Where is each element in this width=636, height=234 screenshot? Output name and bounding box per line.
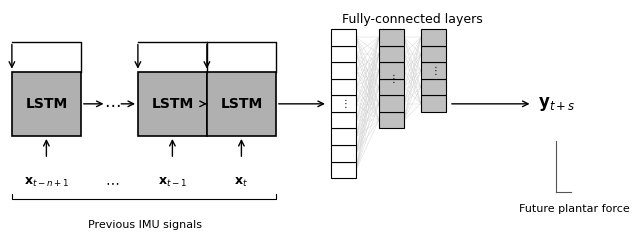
Bar <box>421 62 446 79</box>
Bar <box>379 79 404 95</box>
Bar <box>331 79 356 95</box>
Bar <box>421 95 446 112</box>
Bar <box>379 62 404 79</box>
Bar <box>379 95 404 112</box>
Text: $\vdots$: $\vdots$ <box>430 64 437 77</box>
Bar <box>331 128 356 145</box>
Text: $\vdots$: $\vdots$ <box>340 97 347 110</box>
Text: Fully-connected layers: Fully-connected layers <box>342 13 483 26</box>
Bar <box>331 95 356 112</box>
Text: $\mathbf{x}_{t-n+1}$: $\mathbf{x}_{t-n+1}$ <box>24 176 69 189</box>
Text: Previous IMU signals: Previous IMU signals <box>88 220 202 230</box>
Bar <box>331 112 356 128</box>
Text: $\mathbf{x}_{t-1}$: $\mathbf{x}_{t-1}$ <box>158 176 187 189</box>
Text: $\mathbf{x}_{t}$: $\mathbf{x}_{t}$ <box>235 176 248 189</box>
Bar <box>331 162 356 178</box>
Bar <box>207 72 276 136</box>
Text: LSTM: LSTM <box>25 97 67 111</box>
Bar <box>331 62 356 79</box>
Text: $\vdots$: $\vdots$ <box>388 72 395 85</box>
Text: LSTM: LSTM <box>151 97 193 111</box>
Text: $\mathbf{y}_{t+s}$: $\mathbf{y}_{t+s}$ <box>539 95 576 113</box>
Bar <box>331 145 356 162</box>
Bar <box>379 29 404 46</box>
Text: LSTM: LSTM <box>220 97 263 111</box>
Text: $\cdots$: $\cdots$ <box>104 95 121 113</box>
Bar <box>421 79 446 95</box>
Bar <box>331 46 356 62</box>
Bar <box>379 46 404 62</box>
Bar <box>12 72 81 136</box>
Text: Future plantar force: Future plantar force <box>519 204 630 214</box>
Bar <box>421 29 446 46</box>
Bar <box>331 29 356 46</box>
Bar <box>138 72 207 136</box>
Bar <box>421 46 446 62</box>
Bar <box>379 112 404 128</box>
Text: $\cdots$: $\cdots$ <box>106 175 120 189</box>
